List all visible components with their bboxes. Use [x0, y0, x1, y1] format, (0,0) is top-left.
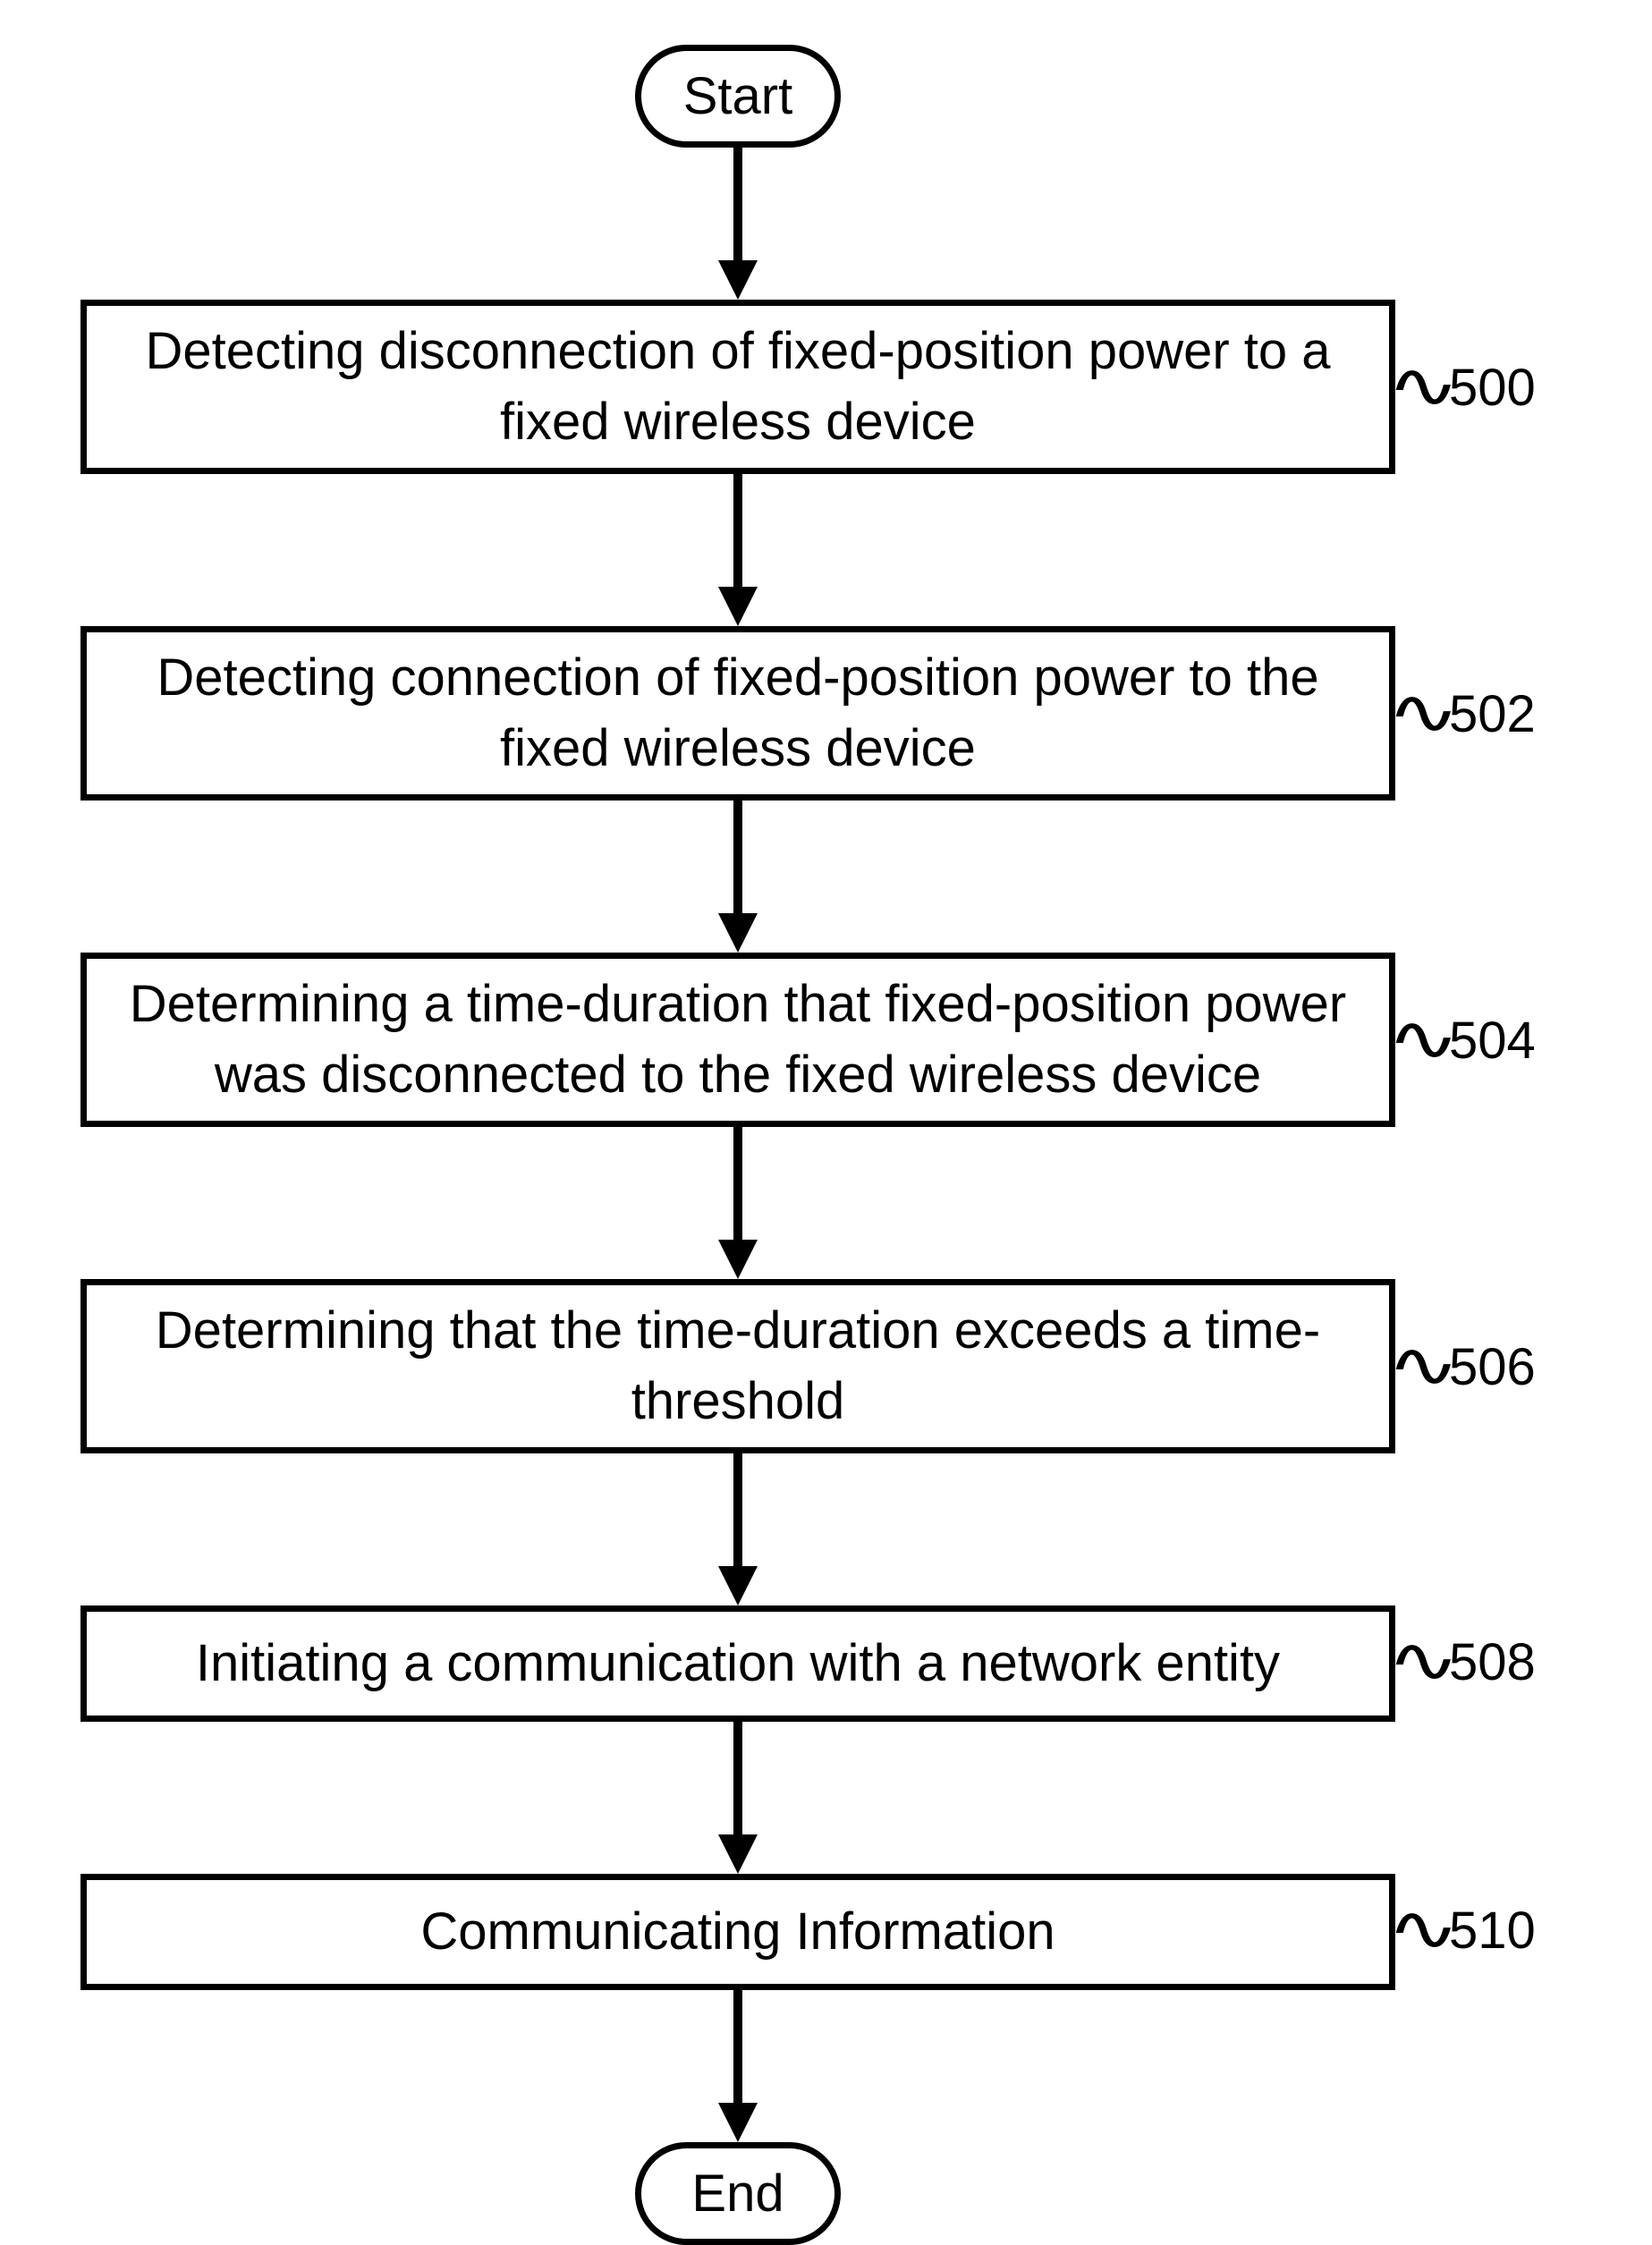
start-terminal: Start [635, 45, 841, 148]
ref-label-508: 508 [1449, 1632, 1536, 1692]
arrowhead-510-end [718, 2103, 758, 2142]
ref-label-504: 504 [1449, 1011, 1536, 1071]
ref-label-500: 500 [1449, 358, 1536, 418]
arrow-508-510 [733, 1722, 742, 1838]
step-502-text: Detecting connection of fixed-position p… [114, 643, 1362, 784]
step-504-text: Determining a time-duration that fixed-p… [114, 970, 1362, 1110]
step-506-text: Determining that the time-duration excee… [114, 1296, 1362, 1436]
step-508-text: Initiating a communication with a networ… [196, 1629, 1280, 1699]
arrow-502-504 [733, 801, 742, 917]
arrow-500-502 [733, 474, 742, 590]
arrow-start-500 [733, 148, 742, 264]
arrowhead-508-510 [718, 1834, 758, 1874]
arrow-504-506 [733, 1127, 742, 1243]
step-500: Detecting disconnection of fixed-positio… [80, 300, 1395, 474]
arrowhead-502-504 [718, 913, 758, 953]
ref-label-510: 510 [1449, 1901, 1536, 1961]
arrowhead-start-500 [718, 260, 758, 300]
start-label: Start [683, 66, 793, 126]
step-504: Determining a time-duration that fixed-p… [80, 953, 1395, 1127]
ref-label-502: 502 [1449, 684, 1536, 744]
end-terminal: End [635, 2142, 841, 2245]
arrowhead-504-506 [718, 1240, 758, 1279]
arrowhead-500-502 [718, 587, 758, 626]
arrow-510-end [733, 1990, 742, 2106]
arrow-506-508 [733, 1453, 742, 1570]
step-500-text: Detecting disconnection of fixed-positio… [114, 317, 1362, 457]
step-510: Communicating Information [80, 1874, 1395, 1990]
step-502: Detecting connection of fixed-position p… [80, 626, 1395, 801]
step-506: Determining that the time-duration excee… [80, 1279, 1395, 1453]
step-510-text: Communicating Information [420, 1897, 1055, 1967]
step-508: Initiating a communication with a networ… [80, 1605, 1395, 1722]
arrowhead-506-508 [718, 1566, 758, 1605]
end-label: End [691, 2164, 784, 2224]
ref-label-506: 506 [1449, 1337, 1536, 1397]
